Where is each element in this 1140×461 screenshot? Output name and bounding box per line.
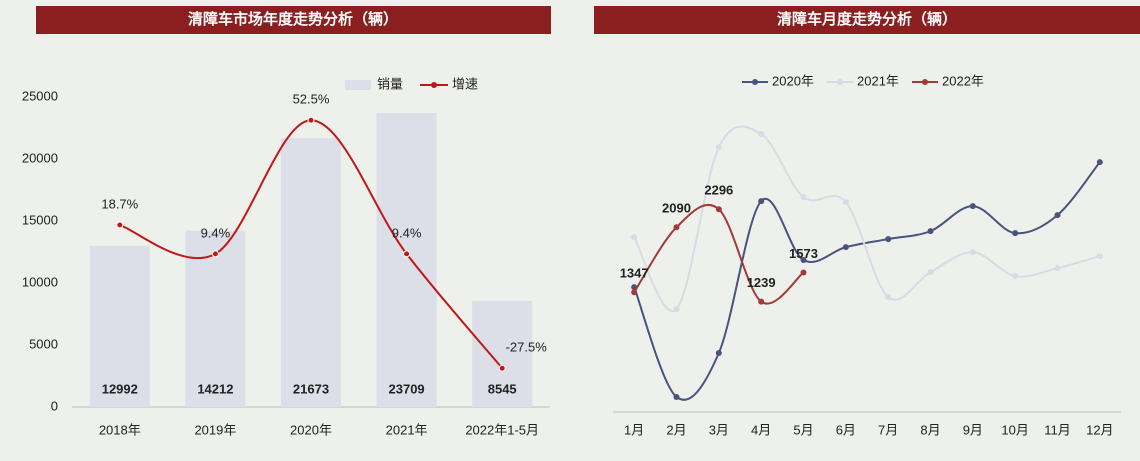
series-point: [758, 198, 765, 205]
data-label: 2296: [704, 183, 733, 198]
series-point: [800, 269, 807, 276]
x-tick-label: 2020年: [290, 422, 332, 437]
series-point: [969, 249, 976, 256]
y-tick-label: 10000: [22, 274, 58, 289]
series-point: [1012, 273, 1019, 280]
data-label: 2090: [662, 201, 691, 216]
bar: [472, 301, 533, 407]
series-line: [633, 203, 805, 305]
y-tick-label: 15000: [22, 212, 58, 227]
x-tick-label: 7月: [878, 422, 898, 437]
x-tick-label: 11月: [1044, 422, 1071, 437]
growth-point: [403, 250, 411, 258]
y-tick-label: 5000: [29, 336, 58, 351]
bar: [281, 138, 341, 407]
series-point: [673, 224, 680, 231]
legend-label: 销量: [377, 76, 403, 91]
series-point: [758, 131, 765, 138]
series-point: [969, 203, 976, 210]
x-tick-label: 10月: [1001, 422, 1028, 437]
series-point: [1054, 265, 1061, 272]
growth-point: [211, 250, 219, 258]
x-tick-label: 12月: [1086, 422, 1113, 437]
bar-label: 14212: [197, 381, 233, 396]
series-point: [800, 257, 807, 264]
series-point: [631, 234, 638, 241]
growth-label: 9.4%: [392, 225, 422, 240]
title-bar: [594, 6, 1140, 34]
legend-marker: [922, 79, 928, 85]
bar-label: 8545: [488, 381, 517, 396]
data-label: 1347: [620, 266, 649, 281]
x-tick-label: 1月: [624, 422, 644, 437]
series-point: [673, 393, 680, 400]
chart-title: 清障车市场年度走势分析（辆）: [188, 10, 398, 28]
growth-point: [116, 221, 124, 229]
series-point: [800, 194, 807, 201]
x-tick-label: 2021年: [386, 422, 428, 437]
x-tick-label: 2019年: [194, 422, 236, 437]
legend-swatch: [345, 80, 371, 90]
legend-marker: [837, 79, 843, 85]
series-point: [715, 206, 722, 213]
bar-label: 23709: [389, 381, 425, 396]
legend-label: 2020年: [772, 73, 814, 88]
x-tick-label: 9月: [963, 422, 983, 437]
legend-label: 2021年: [857, 73, 899, 88]
series-point: [1096, 253, 1103, 260]
data-label: 1239: [747, 275, 776, 290]
growth-point: [498, 364, 506, 372]
x-tick-label: 6月: [836, 422, 856, 437]
series-point: [927, 228, 934, 235]
series-point: [631, 289, 638, 296]
x-tick-label: 2月: [666, 422, 686, 437]
y-tick-label: 25000: [22, 88, 58, 103]
title-bar: [36, 6, 551, 34]
legend-label: 2022年: [942, 73, 984, 88]
bar: [185, 230, 246, 407]
x-tick-label: 2022年1-5月: [465, 422, 539, 437]
x-tick-label: 4月: [751, 422, 771, 437]
series-point: [927, 269, 934, 276]
series-point: [758, 298, 765, 305]
y-tick-label: 0: [51, 398, 58, 413]
growth-label: 18.7%: [101, 196, 138, 211]
x-tick-label: 5月: [793, 422, 813, 437]
legend-marker: [752, 79, 758, 85]
series-point: [1096, 159, 1103, 166]
x-tick-label: 2018年: [99, 422, 141, 437]
series-point: [1012, 230, 1019, 237]
series-point: [673, 306, 680, 313]
bar-label: 12992: [102, 381, 138, 396]
series-point: [842, 244, 849, 251]
series-point: [715, 349, 722, 356]
series-point: [715, 144, 722, 151]
data-label: 1573: [789, 246, 818, 261]
y-tick-label: 20000: [22, 150, 58, 165]
growth-label: 52.5%: [293, 92, 330, 107]
bar-label: 21673: [293, 381, 329, 396]
bar: [376, 113, 437, 408]
series-point: [842, 199, 849, 206]
growth-label: 9.4%: [201, 225, 231, 240]
legend-label: 增速: [452, 76, 478, 91]
x-tick-label: 3月: [709, 422, 729, 437]
growth-point: [307, 116, 315, 124]
series-point: [1054, 212, 1061, 219]
bar: [89, 245, 150, 407]
chart-title: 清障车月度走势分析（辆）: [777, 10, 957, 28]
growth-label: -27.5%: [506, 340, 548, 355]
series-point: [885, 236, 892, 243]
legend-marker: [431, 82, 437, 88]
x-tick-label: 8月: [920, 422, 940, 437]
series-point: [885, 294, 892, 301]
